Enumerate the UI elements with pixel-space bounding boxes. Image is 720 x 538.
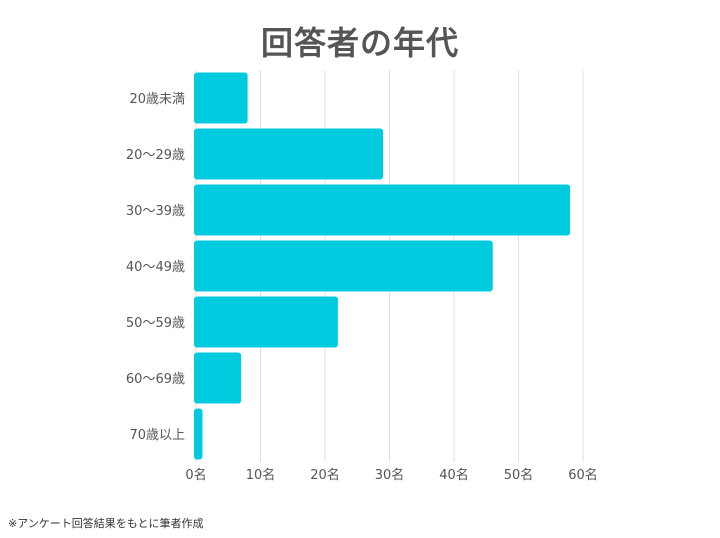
category-labels: 20歳未満 20〜29歳 30〜39歳 40〜49歳 50〜59歳 60〜69歳 70歳以上 [126,92,185,443]
category-label: 60〜69歳 [126,372,185,387]
bar [194,352,242,404]
category-label: 70歳以上 [129,428,185,443]
bar [194,240,493,292]
category-label: 40〜49歳 [126,260,185,275]
bar [194,128,384,180]
x-tick-label: 50名 [504,467,534,483]
x-tick-labels: 0名 10名 20名 30名 40名 50名 60名 [185,467,597,483]
x-tick-label: 40名 [439,467,469,483]
footnote: ※アンケート回答結果をもとに筆者作成 [8,517,204,530]
chart-title: 回答者の年代 [260,24,459,62]
x-tick-label: 30名 [375,467,405,483]
x-tick-label: 60名 [568,467,598,483]
bar [194,408,203,460]
bar [194,184,571,236]
category-label: 20〜29歳 [126,148,185,163]
category-label: 50〜59歳 [126,316,185,331]
category-label: 20歳未満 [129,92,185,107]
x-tick-label: 0名 [185,467,206,483]
x-tick-label: 20名 [310,467,340,483]
bars [194,72,571,460]
bar [194,72,248,124]
x-tick-label: 10名 [246,467,276,483]
category-label: 30〜39歳 [126,204,185,219]
bar [194,296,338,348]
